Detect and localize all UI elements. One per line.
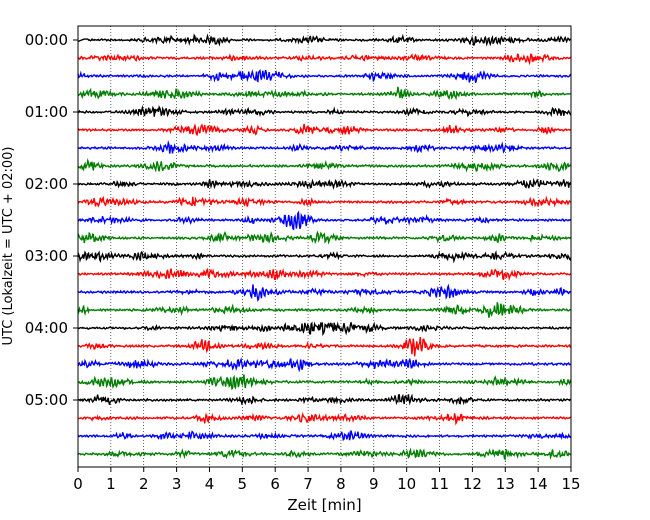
plot-background <box>78 26 571 467</box>
x-tick-label: 3 <box>172 475 182 493</box>
trace-line <box>77 283 572 302</box>
trace-line <box>77 53 572 66</box>
trace-line <box>77 210 572 231</box>
x-tick-label: 5 <box>238 475 248 493</box>
trace-line <box>77 411 571 426</box>
x-tick-label: 14 <box>529 475 548 493</box>
y-tick-label: 04:00 <box>25 319 68 337</box>
seismic-traces <box>77 33 572 462</box>
trace-line <box>77 157 572 173</box>
trace-line <box>77 430 572 442</box>
x-tick-label: 15 <box>561 475 580 493</box>
trace-line <box>77 321 572 337</box>
trace-line <box>77 357 572 373</box>
x-tick-label: 11 <box>430 475 449 493</box>
x-tick-label: 0 <box>73 475 83 493</box>
trace-line <box>77 250 572 264</box>
trace-line <box>77 393 571 406</box>
x-tick-label: 2 <box>139 475 149 493</box>
trace-line <box>77 123 572 137</box>
x-tick-label: 7 <box>303 475 313 493</box>
trace-line <box>77 447 572 462</box>
x-tick-label: 10 <box>397 475 416 493</box>
trace-line <box>77 230 572 245</box>
trace-line <box>77 86 571 101</box>
x-axis-label: Zeit [min] <box>287 496 361 514</box>
x-axis-ticks: 0 1 2 3 4 5 6 7 8 9 10 11 12 13 14 15 <box>73 467 581 493</box>
trace-line <box>77 337 572 357</box>
y-tick-label: 03:00 <box>25 247 68 265</box>
trace-line <box>77 195 571 208</box>
x-tick-label: 13 <box>496 475 515 493</box>
y-axis-ticks: 00:00 01:00 02:00 03:00 04:00 05:00 <box>25 31 78 409</box>
trace-line <box>77 302 571 318</box>
x-tick-label: 4 <box>205 475 215 493</box>
x-tick-label: 12 <box>463 475 482 493</box>
x-tick-label: 9 <box>369 475 379 493</box>
y-tick-label: 05:00 <box>25 391 68 409</box>
trace-line <box>77 374 572 391</box>
y-tick-label: 00:00 <box>25 31 68 49</box>
trace-line <box>77 139 572 154</box>
plot-frame <box>77 25 572 468</box>
x-tick-label: 6 <box>270 475 280 493</box>
x-tick-label: 1 <box>106 475 116 493</box>
x-tick-label: 8 <box>336 475 346 493</box>
trace-line <box>77 69 572 83</box>
y-axis-label: UTC (Lokalzeit = UTC + 02:00) <box>1 147 16 346</box>
trace-line <box>77 33 572 47</box>
trace-line <box>77 104 572 118</box>
y-tick-label: 02:00 <box>25 175 68 193</box>
trace-line <box>77 177 572 191</box>
trace-line <box>77 267 572 282</box>
y-tick-label: 01:00 <box>25 103 68 121</box>
